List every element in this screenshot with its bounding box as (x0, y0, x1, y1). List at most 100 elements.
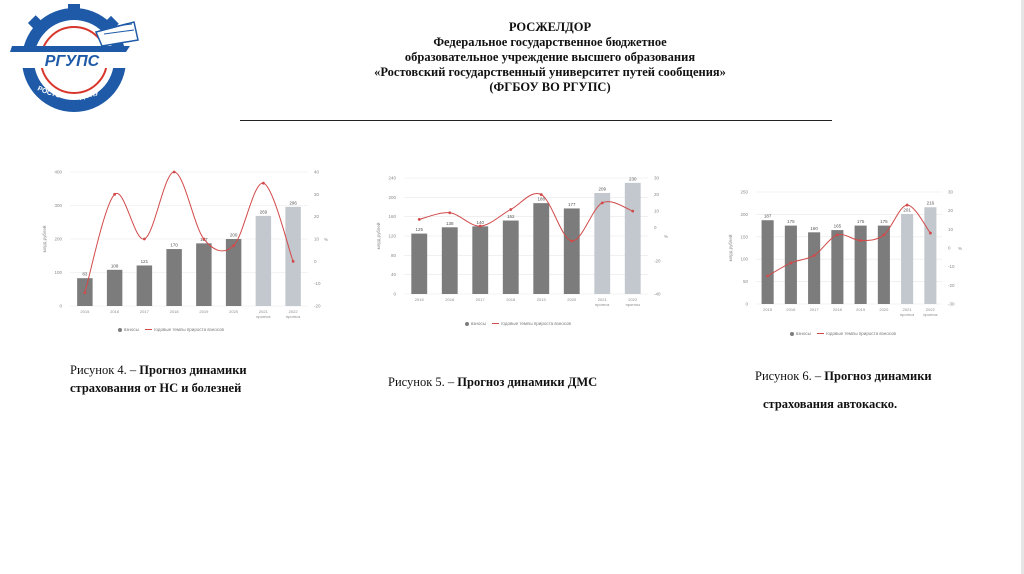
growth-rate-point (172, 170, 176, 174)
chart-accident-insurance: 0 100 200 300 400 -20 -10 0 10 20 30 40 млрд рублей%… (34, 162, 334, 322)
x-tick-label: прогноз (900, 312, 914, 317)
bar (761, 220, 774, 304)
x-tick-label: 2020 (229, 309, 239, 314)
bar-value-label: 152 (507, 214, 515, 219)
chart-vmi: 0 40 80 120 160 200 240 -40 -20 0 10 20 30 млрд рубле… (368, 170, 674, 310)
org-name: РОСЖЕЛДОР (508, 20, 592, 34)
bar-value-label: 187 (764, 214, 772, 219)
legend-chart-0: взносы годовые темпы прироста взносов (118, 327, 224, 332)
bar (502, 220, 519, 294)
x-tick-label: 2019 (199, 309, 209, 314)
y2-tick-label: 30 (314, 192, 320, 197)
bar-value-label: 160 (810, 226, 818, 231)
bar-value-label: 125 (415, 227, 423, 232)
bar (106, 269, 123, 306)
growth-rate-point (539, 193, 543, 196)
legend-bar-swatch (118, 327, 122, 332)
bar (285, 206, 301, 306)
header-line-3: «Ростовский государственный университет … (374, 65, 726, 79)
y-tick-label: 100 (54, 270, 62, 275)
x-tick-label: 2016 (110, 309, 120, 314)
caption-figure-4: Рисунок 4. – Прогноз динамики страховани… (70, 361, 247, 397)
bar-value-label: 230 (629, 176, 637, 181)
x-tick-label: прогноз (923, 312, 937, 317)
y2-tick-label: 0 (948, 246, 951, 251)
bar (136, 265, 153, 306)
legend-line-swatch (491, 323, 499, 325)
header-line-4: (ФГБОУ ВО РГУПС) (489, 80, 611, 94)
bar-value-label: 209 (598, 186, 606, 191)
bar (225, 239, 242, 306)
growth-rate-point (202, 237, 206, 241)
bar (854, 225, 867, 304)
x-tick-label: 2016 (445, 297, 455, 302)
bar (784, 225, 797, 304)
bar-value-label: 108 (111, 263, 119, 268)
bar-value-label: 83 (82, 272, 88, 277)
legend-bar-swatch (465, 321, 469, 326)
x-tick-label: 2020 (879, 307, 889, 312)
x-tick-label: 2021 (598, 297, 608, 302)
bar-value-label: 269 (260, 209, 268, 214)
caption-4-title: Прогноз динамики (139, 363, 247, 377)
chart-svg: 0 50 100 150 200 250 -30 -20 -10 0 10 20 30 млрд рубл… (728, 190, 962, 318)
bar-value-label: 177 (568, 202, 576, 207)
caption-figure-5: Рисунок 5. – Прогноз динамики ДМС (388, 373, 597, 391)
y-tick-label: 0 (745, 302, 748, 307)
growth-rate-point (478, 224, 482, 228)
x-tick-label: 2020 (567, 297, 577, 302)
y-axis-label: млрд рублей (375, 222, 381, 249)
y2-tick-label: 30 (948, 190, 954, 195)
header-line-2: образовательное учреждение высшего образ… (404, 50, 696, 64)
y-tick-label: 240 (388, 176, 396, 181)
bar (563, 208, 580, 294)
bar-value-label: 175 (857, 219, 865, 224)
header-line-1: Федеральное государственное бюджетное (433, 35, 667, 49)
y-tick-label: 150 (740, 234, 748, 239)
legend-line-label: годовые темпы прироста взносов (153, 327, 224, 332)
bar-value-label: 165 (834, 224, 842, 229)
bar (472, 226, 489, 294)
y2-tick-label: 20 (314, 214, 320, 219)
y2-tick-label: -10 (314, 281, 321, 286)
bar (831, 230, 844, 304)
y-tick-label: 400 (54, 170, 62, 175)
y2-tick-label: 20 (948, 208, 954, 213)
y2-tick-label: -20 (948, 283, 955, 288)
bar-value-label: 138 (446, 221, 454, 226)
legend-bar-swatch (790, 331, 794, 336)
x-tick-label: 2017 (810, 307, 820, 312)
legend-chart-1: взносы годовые темпы прироста взносов (465, 321, 571, 326)
legend-bar-label: взносы (471, 321, 486, 326)
growth-rate-point (232, 244, 236, 248)
growth-rate-point (789, 261, 793, 265)
y2-tick-label: -20 (654, 258, 661, 263)
growth-rate-point (766, 274, 770, 278)
bar-value-label: 216 (927, 201, 935, 206)
y2-tick-label: 10 (948, 227, 954, 232)
y-tick-label: 0 (59, 304, 62, 309)
legend-line-label: годовые темпы прироста взносов (500, 321, 571, 326)
bar (255, 215, 272, 306)
x-tick-label: 2018 (170, 309, 180, 314)
legend-line-label: годовые темпы прироста взносов (825, 331, 896, 336)
y2-tick-label: 0 (654, 225, 657, 230)
growth-rate-point (859, 239, 863, 242)
y-tick-label: 40 (391, 272, 397, 277)
bar-value-label: 175 (880, 219, 888, 224)
legend-bar-label: взносы (124, 327, 139, 332)
bar-value-label: 170 (170, 243, 178, 248)
bar (533, 203, 550, 294)
bar-value-label: 201 (903, 207, 911, 212)
header-rule (240, 120, 832, 121)
caption-6-prefix: Рисунок 6. – (755, 369, 825, 383)
x-tick-label: 2019 (537, 297, 547, 302)
bar-value-label: 296 (289, 200, 297, 205)
logo-text: РГУПС (45, 53, 100, 70)
legend-line-swatch (816, 333, 824, 335)
y2-tick-label: -30 (948, 302, 955, 307)
growth-rate-point (631, 209, 635, 213)
x-tick-label: 2018 (506, 297, 516, 302)
x-tick-label: 2022 (926, 307, 936, 312)
x-tick-label: 2022 (628, 297, 638, 302)
